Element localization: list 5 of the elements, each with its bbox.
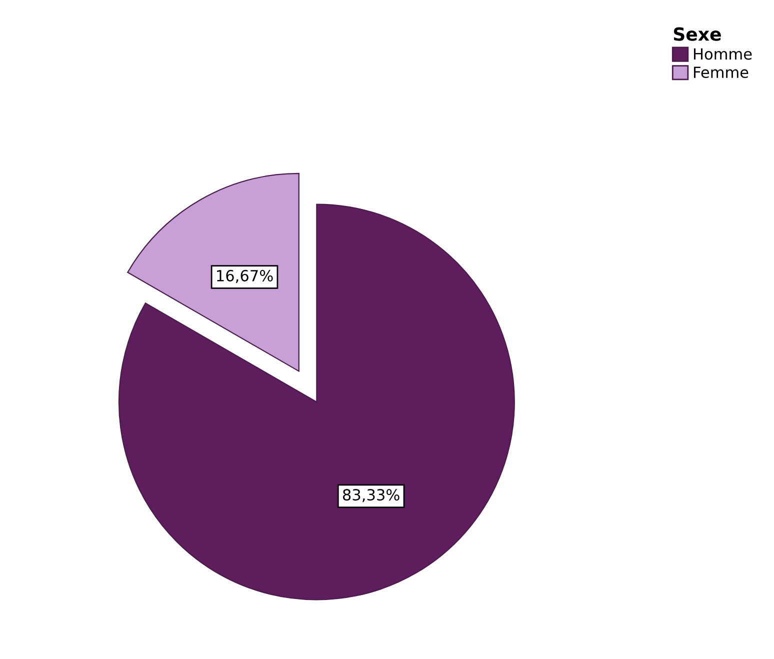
legend-label: Femme <box>694 66 748 78</box>
data-label: 16,67% <box>217 270 273 284</box>
data-label: 83,33% <box>342 489 400 502</box>
legend-title: Sexe <box>674 27 721 41</box>
legend-label: Homme <box>694 48 752 60</box>
